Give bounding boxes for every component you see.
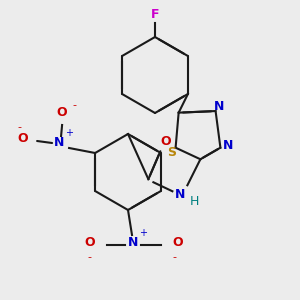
Text: O: O (160, 135, 171, 148)
Text: -: - (17, 122, 21, 132)
Text: O: O (57, 106, 68, 118)
Text: H: H (190, 195, 199, 208)
Text: -: - (72, 100, 76, 110)
Text: N: N (223, 139, 234, 152)
Text: N: N (128, 236, 138, 250)
Text: -: - (87, 252, 91, 262)
Text: S: S (167, 146, 176, 159)
Text: O: O (18, 131, 28, 145)
Text: +: + (139, 228, 147, 238)
Text: N: N (175, 188, 186, 201)
Text: O: O (173, 236, 183, 250)
Text: F: F (151, 8, 159, 22)
Text: +: + (65, 128, 73, 138)
Text: N: N (213, 100, 224, 112)
Text: O: O (85, 236, 95, 250)
Text: N: N (54, 136, 64, 149)
Text: -: - (172, 252, 176, 262)
